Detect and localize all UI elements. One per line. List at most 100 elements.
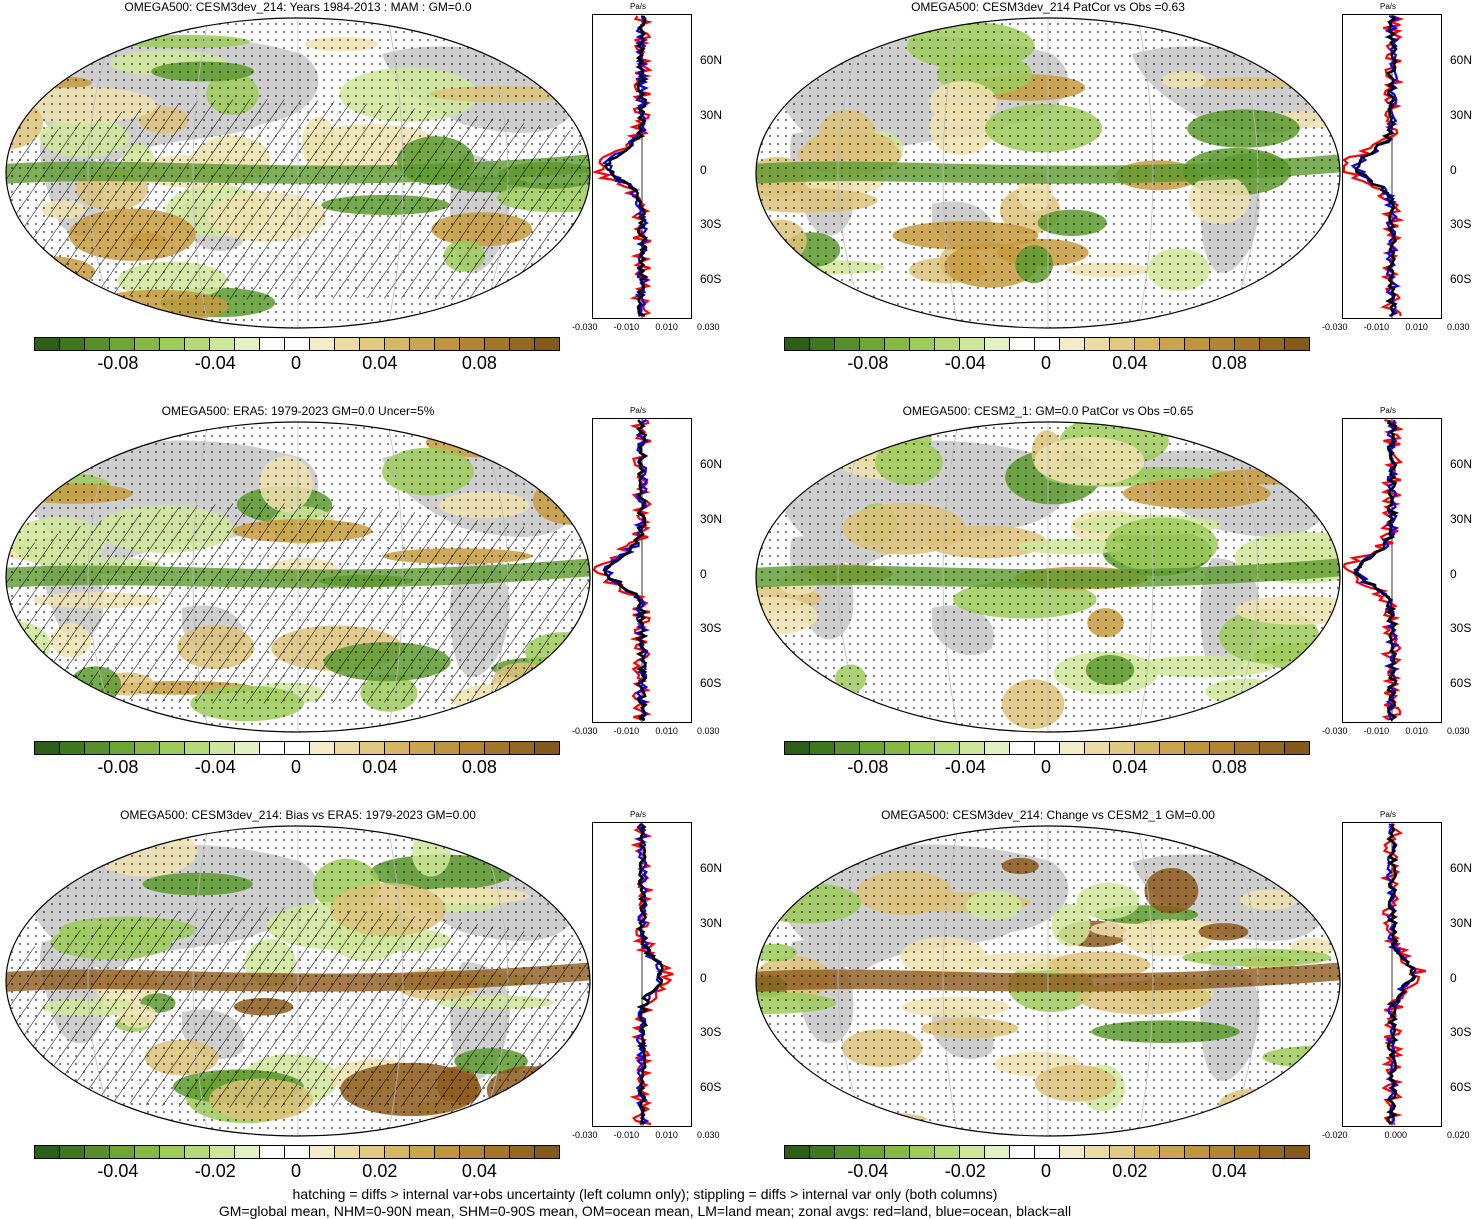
zonal-mean-profile xyxy=(592,822,692,1127)
colorbar-swatch xyxy=(510,742,535,754)
colorbar-swatch xyxy=(510,338,535,350)
footer-line-1: hatching = diffs > internal var+obs unce… xyxy=(292,1186,998,1202)
colorbar-swatch xyxy=(785,1146,810,1158)
colorbar-tick-label: 0.04 xyxy=(1112,353,1148,373)
colorbar-swatch xyxy=(985,1146,1010,1158)
colorbar-tick-label: -0.04 xyxy=(847,1161,889,1181)
colorbar-swatch xyxy=(1235,1146,1260,1158)
colorbar-swatch xyxy=(810,338,835,350)
colorbar-swatch xyxy=(310,1146,335,1158)
colorbar-swatch xyxy=(235,742,260,754)
colorbar-tick-label: 0.04 xyxy=(362,353,398,373)
zonal-x-tick: 0.010 xyxy=(655,1130,678,1140)
colorbar-swatch xyxy=(1260,742,1285,754)
footer-line-2: GM=global mean, NHM=0-90N mean, SHM=0-90… xyxy=(218,1203,1072,1219)
zonal-lat-tick: 30S xyxy=(700,217,722,231)
panel-title: OMEGA500: CESM3dev_214: Bias vs ERA5: 19… xyxy=(120,808,476,822)
colorbar-swatch xyxy=(160,742,185,754)
colorbar-swatch xyxy=(360,338,385,350)
zonal-lat-tick: 60S xyxy=(1450,272,1472,286)
colorbar-swatch xyxy=(1010,1146,1035,1158)
colorbar-tick-label: -0.04 xyxy=(944,757,986,777)
colorbar-swatch xyxy=(835,338,860,350)
zonal-lat-tick: 60N xyxy=(1450,457,1473,471)
colorbar-swatch xyxy=(1085,1146,1110,1158)
colorbar-swatch xyxy=(1185,338,1210,350)
colorbar-swatch xyxy=(1035,1146,1060,1158)
zonal-lat-tick: 30N xyxy=(1450,108,1473,122)
colorbar xyxy=(34,741,560,755)
colorbar-swatch xyxy=(535,338,559,350)
colorbar-tick-label: 0.04 xyxy=(362,757,398,777)
colorbar-swatch xyxy=(310,742,335,754)
colorbar-swatch xyxy=(1035,742,1060,754)
colorbar-swatch xyxy=(35,338,60,350)
zonal-x-tick: 0.030 xyxy=(1447,726,1470,736)
colorbar-tick-label: -0.04 xyxy=(194,353,236,373)
colorbar-tick-label: 0.08 xyxy=(461,353,497,373)
colorbar-swatch xyxy=(1085,338,1110,350)
colorbar-swatch xyxy=(210,338,235,350)
colorbar-tick-label: 0.02 xyxy=(1112,1161,1148,1181)
colorbar-swatch xyxy=(885,338,910,350)
colorbar-swatch xyxy=(510,1146,535,1158)
colorbar-swatch xyxy=(960,1146,985,1158)
world-map xyxy=(755,17,1341,329)
colorbar-swatch xyxy=(360,1146,385,1158)
colorbar-swatch xyxy=(285,338,310,350)
colorbar-swatch xyxy=(235,338,260,350)
colorbar-tick-label: -0.08 xyxy=(97,353,139,373)
colorbar-swatch xyxy=(835,742,860,754)
panel-title: OMEGA500: CESM3dev_214: Years 1984-2013 … xyxy=(124,0,472,14)
zonal-lat-tick: 30S xyxy=(1450,1025,1472,1039)
colorbar-swatch xyxy=(460,338,485,350)
colorbar-swatch xyxy=(485,742,510,754)
colorbar-swatch xyxy=(185,338,210,350)
zonal-lat-tick: 60N xyxy=(1450,861,1473,875)
zonal-x-tick: -0.020 xyxy=(1322,1130,1348,1140)
colorbar-swatch xyxy=(235,1146,260,1158)
zonal-lat-tick: 0 xyxy=(700,163,707,177)
colorbar-swatch xyxy=(1285,1146,1309,1158)
zonal-mean-profile xyxy=(1342,14,1442,319)
colorbar-swatch xyxy=(935,338,960,350)
zonal-lat-tick: 60N xyxy=(700,457,723,471)
colorbar-swatch xyxy=(385,1146,410,1158)
colorbar-swatch xyxy=(85,742,110,754)
colorbar xyxy=(784,1145,1310,1159)
map-panel-5: OMEGA500: CESM3dev_214: Bias vs ERA5: 19… xyxy=(0,808,750,1212)
colorbar-swatch xyxy=(1260,338,1285,350)
colorbar-swatch xyxy=(910,338,935,350)
colorbar-tick-label: 0 xyxy=(290,1161,302,1181)
colorbar-tick-label: 0.04 xyxy=(1211,1161,1247,1181)
colorbar-tick-label: -0.08 xyxy=(847,353,889,373)
colorbar-swatch xyxy=(1110,742,1135,754)
zonal-x-tick: 0.000 xyxy=(1384,1130,1408,1140)
zonal-x-tick: -0.010 xyxy=(613,726,640,736)
zonal-lat-tick: 30N xyxy=(700,108,723,122)
colorbar-tick-label: -0.04 xyxy=(944,353,986,373)
colorbar-swatch xyxy=(785,742,810,754)
colorbar-swatch xyxy=(1085,742,1110,754)
colorbar-tick-label: 0 xyxy=(1040,757,1052,777)
zonal-lat-tick: 60S xyxy=(700,1080,722,1094)
colorbar-tick-label: 0.08 xyxy=(1211,757,1247,777)
colorbar-swatch xyxy=(1010,338,1035,350)
panel-title: OMEGA500: CESM3dev_214 PatCor vs Obs =0.… xyxy=(911,0,1185,14)
zonal-lat-tick: 0 xyxy=(1450,971,1457,985)
colorbar-swatch xyxy=(960,338,985,350)
map-panel-6: OMEGA500: CESM3dev_214: Change vs CESM2_… xyxy=(750,808,1483,1212)
map-panel-1: OMEGA500: CESM3dev_214: Years 1984-2013 … xyxy=(0,0,750,404)
colorbar-swatch xyxy=(935,742,960,754)
zonal-lat-tick: 0 xyxy=(1450,567,1457,581)
zonal-lat-tick: 30S xyxy=(1450,217,1472,231)
zonal-lat-tick: 30S xyxy=(700,1025,722,1039)
colorbar-swatch xyxy=(985,742,1010,754)
colorbar-swatch xyxy=(410,742,435,754)
colorbar-swatch xyxy=(1135,1146,1160,1158)
colorbar-swatch xyxy=(1185,1146,1210,1158)
colorbar-swatch xyxy=(35,742,60,754)
colorbar-swatch xyxy=(1135,742,1160,754)
colorbar-swatch xyxy=(1210,742,1235,754)
colorbar-swatch xyxy=(260,742,285,754)
